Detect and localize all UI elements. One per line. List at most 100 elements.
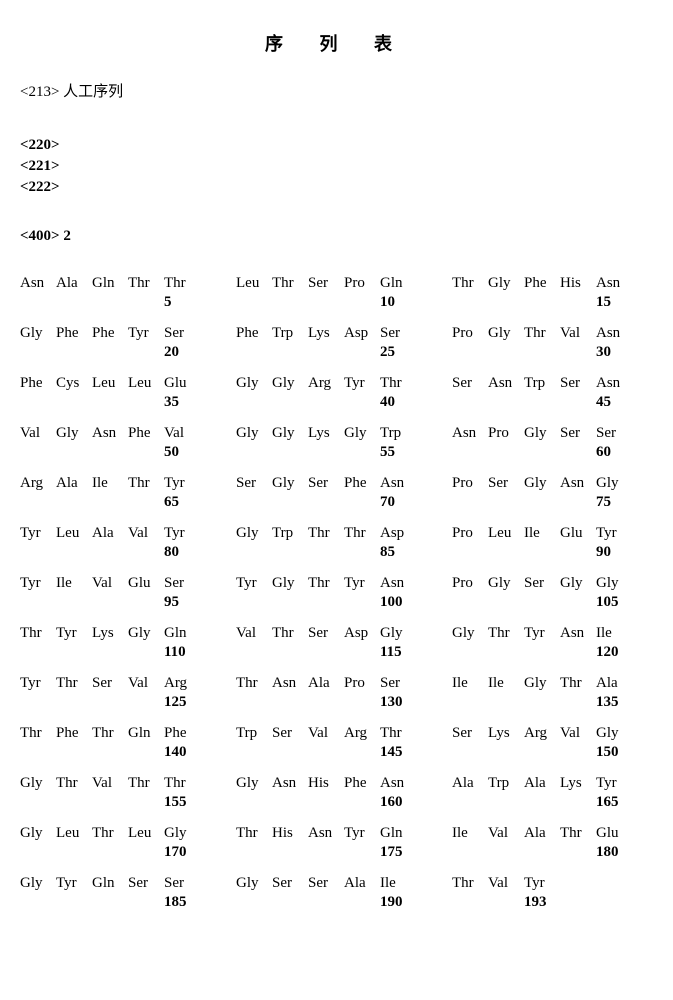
annotation-220: <220> xyxy=(20,137,653,154)
number-group: 115 xyxy=(236,644,436,661)
sequence-group: ProGlyThrValAsn xyxy=(452,325,632,342)
amino-acid: Gly xyxy=(236,525,272,542)
amino-acid: Ser xyxy=(272,725,308,742)
number-group: 125 xyxy=(20,694,220,711)
amino-acid: Gln xyxy=(164,625,200,642)
amino-acid: Gly xyxy=(524,425,560,442)
amino-acid: Gly xyxy=(488,325,524,342)
amino-acid: Asn xyxy=(596,325,632,342)
amino-acid: Gly xyxy=(128,625,164,642)
amino-acid: Phe xyxy=(164,725,200,742)
sequence-group: TyrThrSerValArg xyxy=(20,675,220,692)
annotation-222: <222> xyxy=(20,179,653,196)
sequence-row: GlyThrValThrThrGlyAsnHisPheAsnAlaTrpAlaL… xyxy=(20,775,653,792)
amino-acid: Arg xyxy=(344,725,380,742)
amino-acid: Arg xyxy=(164,675,200,692)
amino-acid: Asn xyxy=(560,475,596,492)
amino-acid: Thr xyxy=(452,875,488,892)
position-number: 10 xyxy=(380,294,416,311)
sequence-number-row: 140145150 xyxy=(20,744,653,761)
amino-acid: Trp xyxy=(272,525,308,542)
amino-acid: Phe xyxy=(236,325,272,342)
amino-acid: Ile xyxy=(380,875,416,892)
amino-acid: Val xyxy=(92,575,128,592)
sequence-group: ProSerGlyAsnGly xyxy=(452,475,632,492)
amino-acid: Pro xyxy=(344,675,380,692)
number-group: 130 xyxy=(236,694,436,711)
number-group: 185 xyxy=(20,894,220,911)
amino-acid: Gly xyxy=(164,825,200,842)
sequence-row: ThrPheThrGlnPheTrpSerValArgThrSerLysArgV… xyxy=(20,725,653,742)
amino-acid: Thr xyxy=(380,375,416,392)
number-group: 165 xyxy=(452,794,632,811)
amino-acid: Thr xyxy=(20,725,56,742)
amino-acid: Gly xyxy=(272,425,308,442)
position-number: 65 xyxy=(164,494,200,511)
sequence-number-row: 202530 xyxy=(20,344,653,361)
sequence-group: GlyLeuThrLeuGly xyxy=(20,825,220,842)
position-number: 193 xyxy=(524,894,560,911)
amino-acid: Cys xyxy=(56,375,92,392)
position-number: 85 xyxy=(380,544,416,561)
amino-acid: Thr xyxy=(236,825,272,842)
amino-acid: Thr xyxy=(164,775,200,792)
amino-acid: Tyr xyxy=(344,575,380,592)
number-group: 193 xyxy=(452,894,632,911)
amino-acid: Gly xyxy=(236,875,272,892)
sequence-group: TrpSerValArgThr xyxy=(236,725,436,742)
sequence-row: TyrIleValGluSerTyrGlyThrTyrAsnProGlySerG… xyxy=(20,575,653,592)
position-number: 120 xyxy=(596,644,632,661)
amino-acid: Ser xyxy=(560,425,596,442)
position-number: 125 xyxy=(164,694,200,711)
amino-acid: Ser xyxy=(524,575,560,592)
amino-acid: Thr xyxy=(488,625,524,642)
amino-acid: Phe xyxy=(56,725,92,742)
number-group: 150 xyxy=(452,744,632,761)
number-group: 70 xyxy=(236,494,436,511)
sequence-group: IleIleGlyThrAla xyxy=(452,675,632,692)
position-number: 105 xyxy=(596,594,632,611)
amino-acid xyxy=(560,875,596,892)
amino-acid: Val xyxy=(560,325,596,342)
amino-acid: Thr xyxy=(524,325,560,342)
amino-acid: Asn xyxy=(380,775,416,792)
amino-acid: Tyr xyxy=(344,375,380,392)
sequence-group: ThrHisAsnTyrGln xyxy=(236,825,436,842)
position-number: 100 xyxy=(380,594,416,611)
sequence-number-row: 155160165 xyxy=(20,794,653,811)
amino-acid: Thr xyxy=(560,825,596,842)
sequence-group: ProGlySerGlyGly xyxy=(452,575,632,592)
amino-acid: Val xyxy=(20,425,56,442)
position-number: 165 xyxy=(596,794,632,811)
number-group: 35 xyxy=(20,394,220,411)
amino-acid: Glu xyxy=(128,575,164,592)
number-group: 10 xyxy=(236,294,436,311)
sequence-row: ArgAlaIleThrTyrSerGlySerPheAsnProSerGlyA… xyxy=(20,475,653,492)
amino-acid: Tyr xyxy=(20,575,56,592)
sequence-group: GlyThrValThrThr xyxy=(20,775,220,792)
amino-acid: Ala xyxy=(344,875,380,892)
sequence-group: TyrGlyThrTyrAsn xyxy=(236,575,436,592)
sequence-row: AsnAlaGlnThrThrLeuThrSerProGlnThrGlyPheH… xyxy=(20,275,653,292)
sequence-group: AlaTrpAlaLysTyr xyxy=(452,775,632,792)
amino-acid: Pro xyxy=(452,475,488,492)
position-number: 190 xyxy=(380,894,416,911)
amino-acid: Tyr xyxy=(56,625,92,642)
amino-acid: Phe xyxy=(524,275,560,292)
amino-acid: Ser xyxy=(308,475,344,492)
sequence-row: PheCysLeuLeuGluGlyGlyArgTyrThrSerAsnTrpS… xyxy=(20,375,653,392)
amino-acid: Val xyxy=(236,625,272,642)
amino-acid: Gln xyxy=(92,875,128,892)
number-group: 45 xyxy=(452,394,632,411)
number-group: 80 xyxy=(20,544,220,561)
amino-acid: Leu xyxy=(56,825,92,842)
position-number: 160 xyxy=(380,794,416,811)
amino-acid: Thr xyxy=(380,725,416,742)
amino-acid: Asp xyxy=(344,325,380,342)
position-number: 110 xyxy=(164,644,200,661)
amino-acid: Leu xyxy=(128,825,164,842)
amino-acid: Gly xyxy=(596,475,632,492)
amino-acid: Gly xyxy=(488,575,524,592)
amino-acid: Ser xyxy=(92,675,128,692)
position-number: 180 xyxy=(596,844,632,861)
